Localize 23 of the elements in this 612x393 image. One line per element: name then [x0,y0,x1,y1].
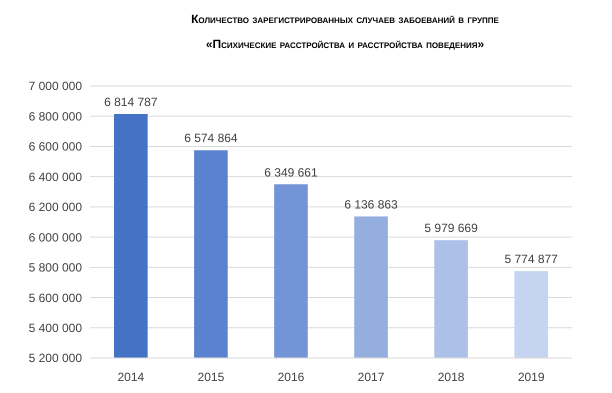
data-label: 6 814 787 [104,94,158,109]
data-label: 6 349 661 [264,165,318,180]
x-tick-label: 2015 [198,370,225,384]
y-tick-label: 6 200 000 [28,200,82,214]
data-label: 6 574 864 [184,131,238,146]
data-label: 5 774 877 [504,252,558,266]
chart-title: Количество зарегистрированных случаев забоеваний в группе «Психические расстройства и расстройства поведения» [191,12,500,51]
x-tick-label: 2014 [117,370,145,384]
data-label: 5 979 669 [424,221,478,236]
y-tick-label: 6 600 000 [28,140,82,154]
x-tick-label: 2016 [278,370,305,384]
y-tick-label: 7 000 000 [28,79,82,94]
x-tick-label: 2018 [438,370,465,384]
x-tick-label: 2019 [518,370,545,384]
y-tick-label: 6 000 000 [28,230,82,244]
y-tick-label: 6 800 000 [28,109,82,124]
y-tick-label: 5 400 000 [28,320,82,335]
x-tick-label: 2017 [358,370,385,384]
y-tick-label: 5 800 000 [28,260,82,275]
y-tick-label: 5 200 000 [28,351,82,366]
data-label: 6 136 863 [344,197,398,212]
y-tick-label: 5 600 000 [28,290,82,305]
y-tick-label: 6 400 000 [28,170,82,184]
